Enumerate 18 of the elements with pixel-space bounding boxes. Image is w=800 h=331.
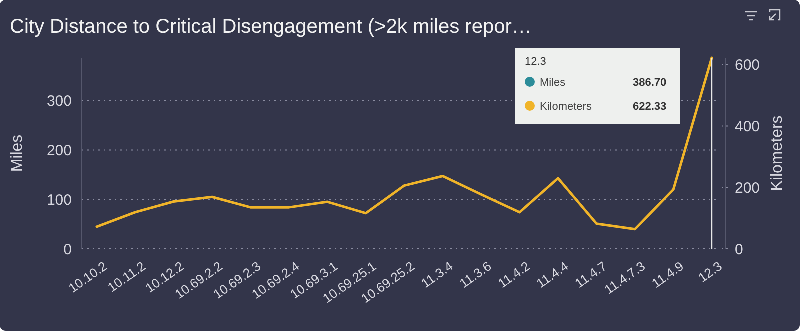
y2-tick-label: 400 xyxy=(735,118,760,136)
chart-title: City Distance to Critical Disengagement (>2k miles repor… xyxy=(10,16,532,38)
annotation: 386.70 xyxy=(633,77,667,89)
legend-title: 12.3 xyxy=(525,56,546,68)
y-axis-title: Miles xyxy=(9,134,26,172)
y-tick-label: 300 xyxy=(46,93,72,110)
line-series xyxy=(96,56,714,231)
y2-tick-label: 0 xyxy=(735,241,744,258)
y-tick-label: 200 xyxy=(46,142,72,160)
legend-label: Miles xyxy=(540,77,566,89)
y-tick-label: 0 xyxy=(64,241,72,258)
y2-tick-label: 600 xyxy=(735,57,760,74)
y-tick-label: 100 xyxy=(46,192,72,209)
x-tick-label: 12.3 xyxy=(696,258,725,286)
legend-label: Kilometers xyxy=(540,101,592,113)
y2-tick-label: 200 xyxy=(735,180,760,197)
annotation: 622.33 xyxy=(633,101,667,113)
y2-axis-title: Kilometers xyxy=(769,116,786,192)
